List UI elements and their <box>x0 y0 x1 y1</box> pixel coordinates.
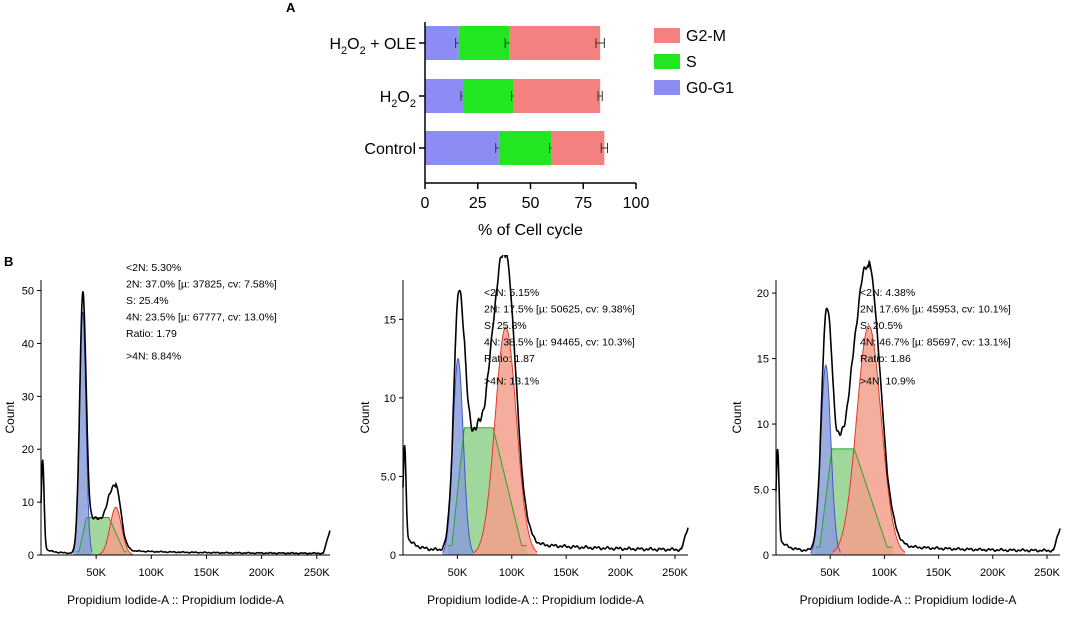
x-tick-label: 100K <box>872 567 898 579</box>
x-tick-label: 250K <box>662 567 688 579</box>
x-tick-label: 100 <box>623 195 650 212</box>
x-tick-label: 200K <box>608 567 634 579</box>
y-tick-label: 0 <box>28 550 34 562</box>
bar-h2o2_ole-g0g1 <box>425 26 459 60</box>
bar-control-g2m <box>551 131 605 165</box>
stat-line: 2N: 17.5% [µ: 50625, cv: 9.38%] <box>484 304 635 316</box>
y-tick-label: 40 <box>22 338 34 350</box>
y-tick-label: 10 <box>757 419 769 431</box>
legend-label-s: S <box>686 54 697 71</box>
stat-line: <2N: 4.38% <box>860 287 915 299</box>
stat-line: S: 20.5% <box>860 320 903 332</box>
histogram-line <box>40 291 331 555</box>
x-axis-title: Propidium Iodide-A :: Propidium Iodide-A <box>67 593 284 607</box>
legend-swatch-s <box>654 54 680 69</box>
g2-fit-line <box>473 326 538 553</box>
y-tick-label: 30 <box>22 391 34 403</box>
y-tick-label: 10 <box>22 497 34 509</box>
category-label-h2o2_ole: H2O2 + OLE <box>329 36 416 57</box>
stat-line: 4N: 46.7% [µ: 85697, cv: 13.1%] <box>860 337 1011 349</box>
histogram-1: 0 10 20 30 40 50 50K 100K 150K 200K 250K Count Propi… <box>3 262 331 607</box>
stat-line: 4N: 38.5% [µ: 94465, cv: 10.3%] <box>484 337 635 349</box>
y-tick-label: 20 <box>22 444 34 456</box>
g2-fit-line <box>832 325 906 553</box>
legend-swatch-g2m <box>654 28 680 43</box>
x-tick-label: 50K <box>448 567 468 579</box>
stat-line: 2N: 37.0% [µ: 37825, cv: 7.58%] <box>126 279 277 291</box>
x-tick-label: 75 <box>574 195 592 212</box>
x-tick-label: 0 <box>421 195 430 212</box>
histogram-2: 0 5.0 10 15 50K 100K 150K 200K 250K Count Propidiu… <box>358 255 689 607</box>
y-tick-label: 15 <box>757 354 769 366</box>
y-axis-title: Count <box>730 401 744 434</box>
x-tick-label: 25 <box>469 195 487 212</box>
stat-line: >4N: 13.1% <box>484 376 539 388</box>
g2-peak-area <box>98 507 133 555</box>
g2-fit-line <box>98 506 133 555</box>
stat-line: <2N: 5.15% <box>484 287 539 299</box>
stat-line: >4N: 8.84% <box>126 351 181 363</box>
x-tick-label: 250K <box>304 567 330 579</box>
g1-peak-area <box>442 358 474 555</box>
stat-line: <2N: 5.30% <box>126 262 181 274</box>
bar-h2o2_ole-g2m <box>509 26 601 60</box>
x-tick-label: 150K <box>553 567 579 579</box>
histogram-line <box>775 260 1061 553</box>
stat-line: Ratio: 1.86 <box>860 353 911 365</box>
x-tick-label: 150K <box>926 567 952 579</box>
legend-label-g0g1: G0-G1 <box>686 80 734 97</box>
bar-control-s <box>498 131 552 165</box>
g1-peak-area <box>810 365 841 555</box>
stat-line: Ratio: 1.87 <box>484 353 535 365</box>
x-tick-label: 50 <box>522 195 540 212</box>
x-tick-label: 100K <box>138 567 164 579</box>
y-tick-label: 5.0 <box>754 485 769 497</box>
y-tick-label: 0 <box>390 550 396 562</box>
x-tick-label: 50K <box>86 567 106 579</box>
s-phase-fit-line <box>447 427 527 547</box>
panel-label-a: A <box>286 0 296 15</box>
g2-peak-area <box>474 327 538 555</box>
panel-label-b: B <box>4 254 14 269</box>
bar-h2o2-g2m <box>513 79 601 113</box>
bar-h2o2-g0g1 <box>425 79 463 113</box>
x-axis-title: Propidium Iodide-A :: Propidium Iodide-A <box>427 593 644 607</box>
stat-line: Ratio: 1.79 <box>126 328 177 340</box>
category-label-h2o2: H2O2 <box>380 89 416 110</box>
y-tick-label: 20 <box>757 288 769 300</box>
cell-cycle-bar-chart: H2O2 + OLE H2O2 Control 0 25 50 75 100 % of Cell… <box>329 22 734 239</box>
x-tick-label: 100K <box>499 567 525 579</box>
legend-label-g2m: G2-M <box>686 28 726 45</box>
stat-line: S: 25.4% <box>126 295 169 307</box>
bar-control-g0g1 <box>425 131 499 165</box>
stat-line: S: 25.8% <box>484 320 527 332</box>
x-tick-label: 250K <box>1034 567 1060 579</box>
x-tick-label: 50K <box>820 567 840 579</box>
stat-line: 2N: 17.6% [µ: 45953, cv: 10.1%] <box>860 304 1011 316</box>
bar-h2o2-s <box>462 79 514 113</box>
histogram-3: 0 5.0 10 15 20 50K 100K 150K 200K 250K Count Propid… <box>730 260 1061 607</box>
y-tick-label: 10 <box>384 393 396 405</box>
y-tick-label: 15 <box>384 314 396 326</box>
y-tick-label: 5.0 <box>381 471 396 483</box>
x-tick-label: 200K <box>249 567 275 579</box>
bar-h2o2_ole-s <box>458 26 510 60</box>
x-tick-label: 150K <box>194 567 220 579</box>
legend-swatch-g0g1 <box>654 80 680 95</box>
stat-line: >4N: 10.9% <box>860 376 915 388</box>
y-tick-label: 0 <box>763 550 769 562</box>
histogram-line <box>402 255 689 552</box>
g2-peak-area <box>832 325 906 555</box>
y-axis-title: Count <box>358 401 372 434</box>
x-axis-title: Propidium Iodide-A :: Propidium Iodide-A <box>800 593 1017 607</box>
y-tick-label: 50 <box>22 286 34 298</box>
stat-line: 4N: 23.5% [µ: 67777, cv: 13.0%] <box>126 312 277 324</box>
category-label-control: Control <box>364 141 416 158</box>
y-axis-title: Count <box>3 401 17 434</box>
x-axis-title: % of Cell cycle <box>478 222 583 239</box>
x-tick-label: 200K <box>980 567 1006 579</box>
